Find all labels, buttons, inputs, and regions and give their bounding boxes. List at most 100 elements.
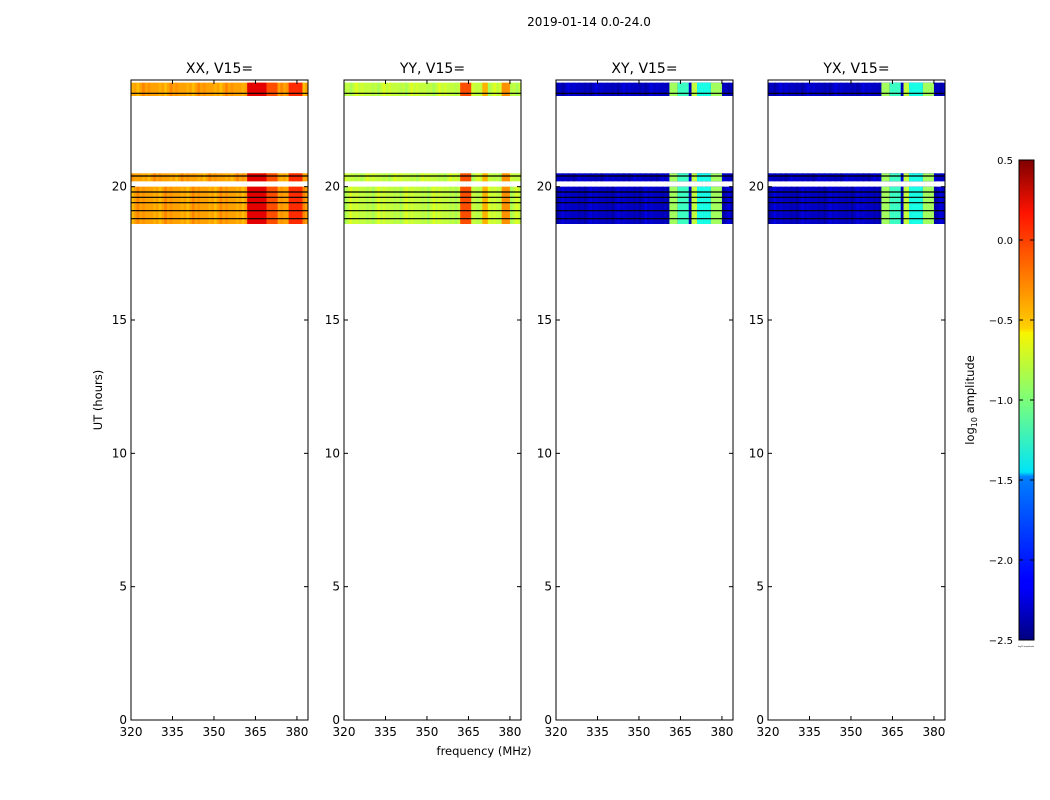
heatmap-channel <box>688 82 692 96</box>
heatmap-channel <box>509 82 513 96</box>
x-tick-label: 320 <box>333 725 356 739</box>
heatmap-channel <box>366 173 369 182</box>
heatmap-rfi-band <box>889 173 901 182</box>
heatmap-channel <box>627 82 631 96</box>
heatmap-channel <box>801 82 804 96</box>
panels: XX, V15= 320 335 350 365 380 0 5 10 15 20 YY, V15= 3… <box>112 61 946 739</box>
panel-title: YY, V15= <box>399 61 465 77</box>
heatmap-channel <box>421 173 425 182</box>
heatmap-channel <box>241 186 245 224</box>
heatmap-rfi-band <box>903 173 910 182</box>
heatmap-channel <box>515 173 519 182</box>
y-tick-label: 20 <box>112 180 127 194</box>
heatmap <box>131 82 308 224</box>
heatmap-rfi-band <box>710 186 722 224</box>
heatmap-channel <box>186 173 190 182</box>
heatmap-channel <box>410 186 414 224</box>
panel-title: XY, V15= <box>611 61 677 77</box>
heatmap-channel <box>644 82 648 96</box>
axes-frame <box>343 79 522 721</box>
heatmap-channel <box>371 173 375 182</box>
heatmap-rfi-band <box>691 173 698 182</box>
heatmap-channel <box>415 186 419 224</box>
heatmap-channel <box>443 173 447 182</box>
heatmap-channel <box>561 82 565 96</box>
colorbar-tick-label: −1.0 <box>989 396 1013 407</box>
heatmap-channel <box>878 82 882 96</box>
heatmap-channel <box>806 173 810 182</box>
heatmap-channel <box>939 173 943 182</box>
heatmap-channel <box>136 173 140 182</box>
y-tick-label: 20 <box>749 180 764 194</box>
heatmap-channel <box>622 82 626 96</box>
heatmap-channel <box>817 173 821 182</box>
heatmap-channel <box>627 186 631 224</box>
heatmap-channel <box>175 82 179 96</box>
y-tick-label: 5 <box>119 580 127 594</box>
y-tick-label: 20 <box>537 180 552 194</box>
heatmap-channel <box>153 186 156 224</box>
heatmap-channel <box>302 173 306 182</box>
heatmap-channel <box>399 82 403 96</box>
heatmap-rfi-band <box>697 82 711 96</box>
heatmap-channel <box>817 186 821 224</box>
heatmap-channel <box>727 186 731 224</box>
heatmap-channel <box>236 186 239 224</box>
heatmap-channel <box>721 173 725 182</box>
heatmap-channel <box>688 173 692 182</box>
heatmap-channel <box>873 173 876 182</box>
heatmap-channel <box>454 186 458 224</box>
heatmap-channel <box>878 186 882 224</box>
heatmap-channel <box>627 173 631 182</box>
heatmap-channel <box>933 173 937 182</box>
heatmap-channel <box>509 186 513 224</box>
heatmap-channel <box>230 82 234 96</box>
heatmap-channel <box>594 82 598 96</box>
heatmap-channel <box>476 82 480 96</box>
heatmap-channel <box>600 82 604 96</box>
heatmap-channel <box>828 186 832 224</box>
heatmap-channel <box>655 186 659 224</box>
heatmap-channel <box>862 82 865 96</box>
heatmap-channel <box>768 186 771 224</box>
heatmap-channel <box>142 82 145 96</box>
heatmap-channel <box>600 186 604 224</box>
heatmap-channel <box>721 82 725 96</box>
heatmap-channel <box>426 82 430 96</box>
heatmap-channel <box>666 186 670 224</box>
x-tick-label: 365 <box>669 725 692 739</box>
heatmap-channel <box>727 82 731 96</box>
heatmap-channel <box>633 82 637 96</box>
heatmap-channel <box>661 82 664 96</box>
heatmap-channel <box>666 82 670 96</box>
heatmap-channel <box>795 173 799 182</box>
heatmap-channel <box>633 173 637 182</box>
heatmap-channel <box>578 82 581 96</box>
heatmap-rfi-band <box>889 82 901 96</box>
colorbar-tick-label: 0.5 <box>997 156 1013 167</box>
heatmap-channel <box>498 82 502 96</box>
heatmap-channel <box>454 82 458 96</box>
heatmap-channel <box>515 82 519 96</box>
heatmap-channel <box>438 186 441 224</box>
heatmap-channel <box>779 173 782 182</box>
heatmap-channel <box>225 173 228 182</box>
heatmap-rfi-band <box>482 186 488 224</box>
heatmap-channel <box>589 186 592 224</box>
heatmap-rfi-band <box>909 82 923 96</box>
heatmap-channel <box>443 82 447 96</box>
heatmap-channel <box>136 82 140 96</box>
figure-ylabel: UT (hours) <box>91 370 105 430</box>
heatmap-channel <box>164 186 167 224</box>
heatmap-channel <box>225 82 228 96</box>
heatmap <box>768 82 945 224</box>
heatmap-channel <box>471 173 474 182</box>
heatmap-channel <box>589 173 592 182</box>
heatmap-channel <box>225 186 228 224</box>
heatmap-channel <box>644 173 648 182</box>
heatmap-channel <box>169 186 173 224</box>
heatmap-channel <box>806 186 810 224</box>
heatmap-rfi-band <box>288 82 303 96</box>
heatmap-channel <box>605 186 609 224</box>
heatmap-channel <box>302 82 306 96</box>
